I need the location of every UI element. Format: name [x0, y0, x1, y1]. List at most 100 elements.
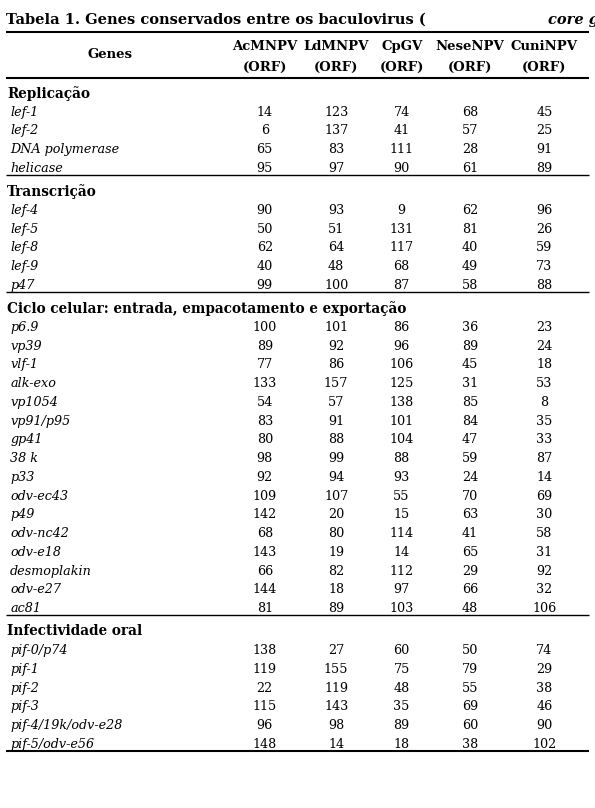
Text: 60: 60 [462, 719, 478, 732]
Text: odv-nc42: odv-nc42 [10, 527, 69, 540]
Text: 19: 19 [328, 546, 345, 559]
Text: alk-exo: alk-exo [10, 377, 56, 390]
Text: 89: 89 [328, 602, 345, 615]
Text: 115: 115 [253, 701, 277, 713]
Text: Ciclo celular: entrada, empacotamento e exportação: Ciclo celular: entrada, empacotamento e … [7, 301, 406, 316]
Text: vp1054: vp1054 [10, 396, 58, 409]
Text: 92: 92 [256, 471, 273, 484]
Text: NeseNPV: NeseNPV [436, 40, 505, 53]
Text: 86: 86 [393, 321, 410, 334]
Text: 36: 36 [462, 321, 478, 334]
Text: odv-e18: odv-e18 [10, 546, 61, 559]
Text: 91: 91 [536, 143, 553, 156]
Text: lef-8: lef-8 [10, 242, 38, 255]
Text: 92: 92 [328, 339, 345, 352]
Text: 98: 98 [328, 719, 345, 732]
Text: 97: 97 [393, 583, 410, 596]
Text: 22: 22 [256, 682, 273, 695]
Text: 93: 93 [393, 471, 410, 484]
Text: 111: 111 [390, 143, 414, 156]
Text: 14: 14 [393, 546, 410, 559]
Text: 65: 65 [256, 143, 273, 156]
Text: 109: 109 [253, 490, 277, 503]
Text: 24: 24 [536, 339, 553, 352]
Text: 96: 96 [256, 719, 273, 732]
Text: 144: 144 [253, 583, 277, 596]
Text: Infectividade oral: Infectividade oral [7, 624, 142, 638]
Text: helicase: helicase [10, 162, 63, 175]
Text: 68: 68 [256, 527, 273, 540]
Text: 89: 89 [256, 339, 273, 352]
Text: 15: 15 [393, 508, 410, 521]
Text: 32: 32 [536, 583, 553, 596]
Text: 83: 83 [256, 415, 273, 427]
Text: 101: 101 [324, 321, 348, 334]
Text: 30: 30 [536, 508, 553, 521]
Text: pif-5/odv-e56: pif-5/odv-e56 [10, 738, 94, 751]
Text: 81: 81 [256, 602, 273, 615]
Text: 57: 57 [462, 124, 478, 137]
Text: 53: 53 [536, 377, 553, 390]
Text: 49: 49 [462, 260, 478, 273]
Text: 83: 83 [328, 143, 345, 156]
Text: 81: 81 [462, 223, 478, 236]
Text: 18: 18 [393, 738, 410, 751]
Text: 89: 89 [536, 162, 553, 175]
Text: 82: 82 [328, 565, 345, 578]
Text: 94: 94 [328, 471, 345, 484]
Text: 31: 31 [536, 546, 553, 559]
Text: 18: 18 [328, 583, 345, 596]
Text: 88: 88 [328, 433, 345, 446]
Text: 68: 68 [462, 106, 478, 119]
Text: (ORF): (ORF) [243, 61, 287, 74]
Text: 90: 90 [536, 719, 553, 732]
Text: 90: 90 [256, 204, 273, 217]
Text: 75: 75 [393, 663, 410, 675]
Text: 63: 63 [462, 508, 478, 521]
Text: lef-1: lef-1 [10, 106, 38, 119]
Text: 91: 91 [328, 415, 345, 427]
Text: 155: 155 [324, 663, 349, 675]
Text: 99: 99 [256, 279, 273, 292]
Text: 138: 138 [253, 644, 277, 657]
Text: p47: p47 [10, 279, 35, 292]
Text: vp91/p95: vp91/p95 [10, 415, 70, 427]
Text: 51: 51 [328, 223, 345, 236]
Text: 31: 31 [462, 377, 478, 390]
Text: ac81: ac81 [10, 602, 41, 615]
Text: 8: 8 [540, 396, 549, 409]
Text: 66: 66 [462, 583, 478, 596]
Text: 64: 64 [328, 242, 345, 255]
Text: 89: 89 [393, 719, 410, 732]
Text: 74: 74 [536, 644, 553, 657]
Text: 99: 99 [328, 452, 345, 465]
Text: 104: 104 [390, 433, 414, 446]
Text: 55: 55 [393, 490, 410, 503]
Text: 28: 28 [462, 143, 478, 156]
Text: 148: 148 [253, 738, 277, 751]
Text: 90: 90 [393, 162, 410, 175]
Text: lef-4: lef-4 [10, 204, 38, 217]
Text: 48: 48 [393, 682, 410, 695]
Text: 18: 18 [536, 359, 553, 372]
Text: 29: 29 [536, 663, 553, 675]
Text: 41: 41 [462, 527, 478, 540]
Text: (ORF): (ORF) [314, 61, 358, 74]
Text: 157: 157 [324, 377, 348, 390]
Text: (ORF): (ORF) [522, 61, 566, 74]
Text: 61: 61 [462, 162, 478, 175]
Text: 69: 69 [536, 490, 553, 503]
Text: 119: 119 [253, 663, 277, 675]
Text: AcMNPV: AcMNPV [232, 40, 298, 53]
Text: 48: 48 [328, 260, 345, 273]
Text: 50: 50 [256, 223, 273, 236]
Text: 40: 40 [256, 260, 273, 273]
Text: 100: 100 [324, 279, 348, 292]
Text: p6.9: p6.9 [10, 321, 39, 334]
Text: 58: 58 [536, 527, 553, 540]
Text: 69: 69 [462, 701, 478, 713]
Text: CpGV: CpGV [381, 40, 422, 53]
Text: 25: 25 [536, 124, 553, 137]
Text: 142: 142 [253, 508, 277, 521]
Text: 102: 102 [533, 738, 556, 751]
